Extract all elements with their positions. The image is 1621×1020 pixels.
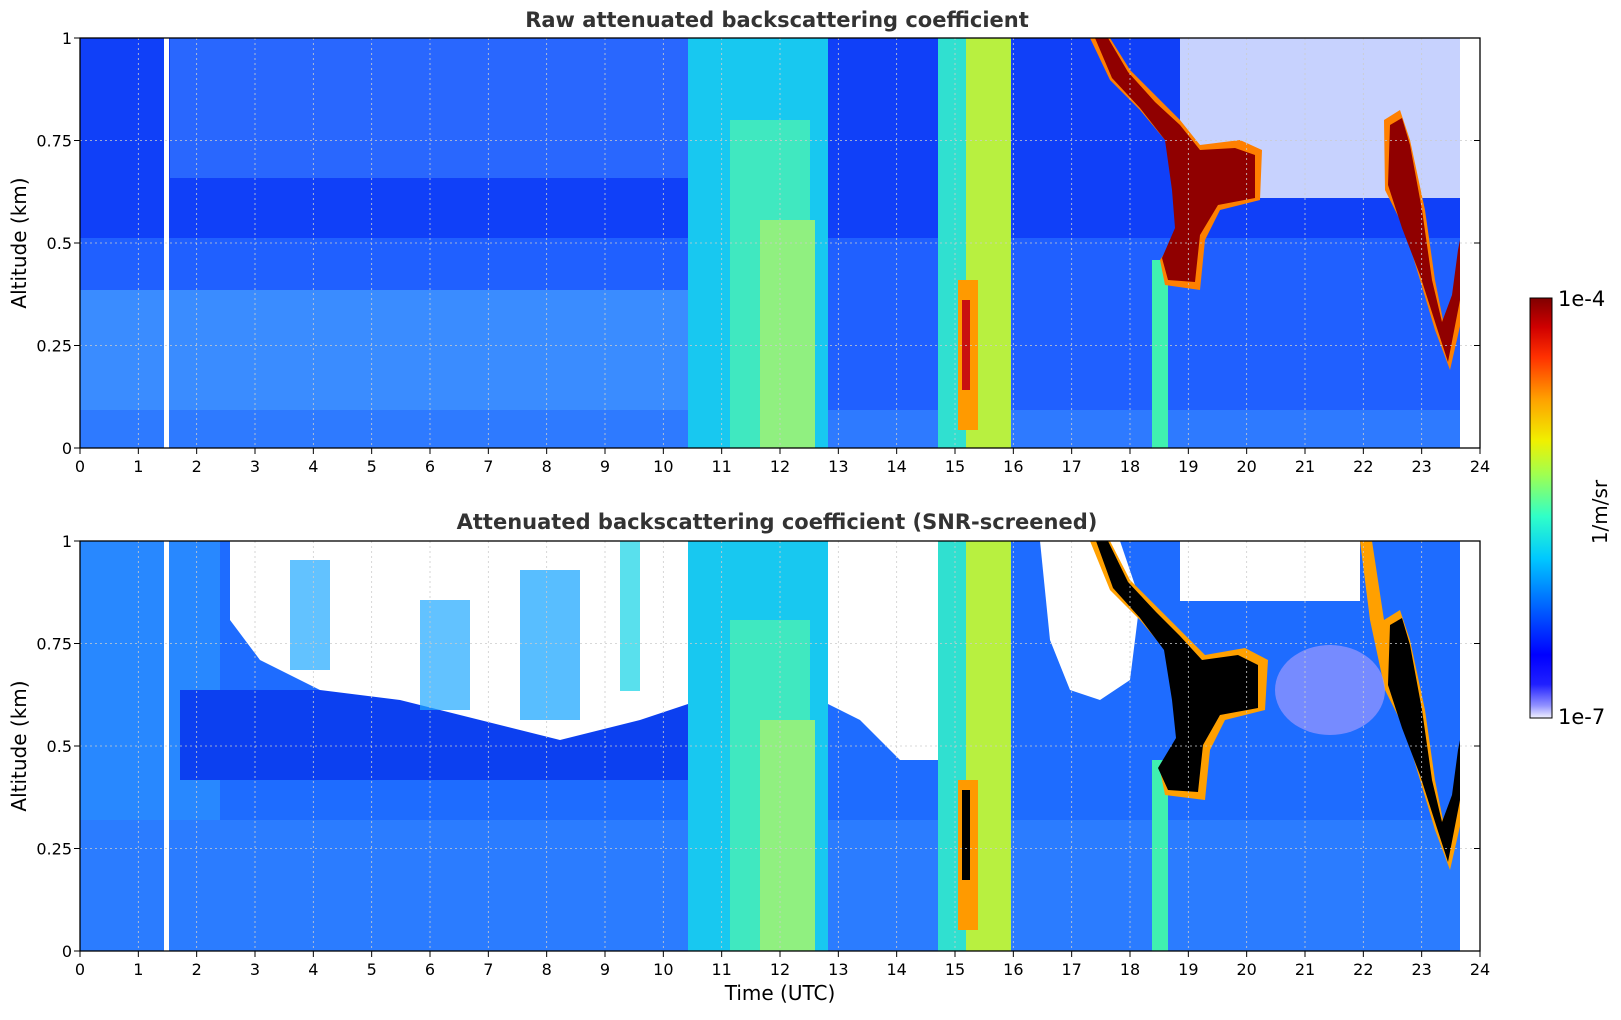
heatmap-screened-region: [1180, 541, 1360, 601]
x-tick-label: 19: [1178, 960, 1198, 979]
x-tick-label: 2: [192, 457, 202, 476]
x-tick-label: 16: [1003, 457, 1023, 476]
x-tick-label: 20: [1236, 960, 1256, 979]
heatmap-aerosol-band: [760, 220, 815, 448]
x-tick-label: 16: [1003, 960, 1023, 979]
x-tick-label: 6: [425, 457, 435, 476]
colorbar: 1e-4 1e-7 1/m/sr: [1529, 287, 1612, 729]
heatmap-precip-column: [1152, 760, 1168, 951]
heatmap-aerosol-speckle: [620, 541, 640, 691]
x-axis: 0 1 2 3 4 5 6 7 8 9 10 11 12 13 14 15 16 17 18 19 20 21 22 23 24: [75, 448, 1490, 476]
y-tick-label: 0: [62, 439, 72, 458]
y-tick-label: 0: [62, 942, 72, 961]
x-tick-label: 23: [1411, 457, 1431, 476]
x-tick-label: 0: [75, 960, 85, 979]
heatmap-aerosol-speckle: [290, 560, 330, 670]
heatmap-precip-column: [962, 300, 970, 390]
x-tick-label: 22: [1353, 457, 1373, 476]
x-tick-label: 4: [308, 457, 318, 476]
x-tick-label: 12: [770, 457, 790, 476]
y-tick-label: 1: [62, 532, 72, 551]
colorbar-unit-label: 1/m/sr: [1588, 479, 1612, 544]
x-tick-label: 2: [192, 960, 202, 979]
colorbar-gradient: [1529, 297, 1553, 719]
x-tick-label: 4: [308, 960, 318, 979]
y-axis-label: Altitude (km): [7, 680, 31, 811]
y-tick-label: 0.5: [47, 737, 72, 756]
heatmap-cloud-layer: [1388, 118, 1464, 362]
y-axis: 0 0.25 0.5 0.75 1: [36, 532, 1480, 961]
grid: [80, 541, 1480, 951]
x-tick-label: 18: [1120, 960, 1140, 979]
x-tick-label: 8: [542, 960, 552, 979]
x-tick-label: 1: [133, 457, 143, 476]
x-tick-label: 1: [133, 960, 143, 979]
heatmap-precip-column: [962, 790, 970, 880]
x-tick-label: 9: [600, 457, 610, 476]
y-axis-label: Altitude (km): [7, 177, 31, 308]
x-tick-label: 6: [425, 960, 435, 979]
x-tick-label: 17: [1061, 457, 1081, 476]
x-tick-label: 22: [1353, 960, 1373, 979]
y-tick-label: 1: [62, 29, 72, 48]
heatmap-aerosol-speckle: [420, 600, 470, 710]
x-tick-label: 19: [1178, 457, 1198, 476]
x-tick-label: 13: [828, 960, 848, 979]
x-axis-label: Time (UTC): [724, 981, 836, 1005]
heatmap-aerosol-band: [760, 720, 815, 951]
x-tick-label: 3: [250, 960, 260, 979]
x-tick-label: 23: [1411, 960, 1431, 979]
x-tick-label: 12: [770, 960, 790, 979]
grid: [80, 38, 1480, 448]
x-tick-label: 5: [367, 457, 377, 476]
x-tick-label: 24: [1470, 457, 1490, 476]
x-tick-label: 0: [75, 457, 85, 476]
y-tick-label: 0.5: [47, 234, 72, 253]
x-tick-label: 14: [886, 960, 906, 979]
x-tick-label: 7: [483, 457, 493, 476]
colorbar-min-label: 1e-7: [1558, 705, 1605, 729]
x-tick-label: 21: [1295, 960, 1315, 979]
heatmap-cloud-layer: [1095, 38, 1255, 282]
x-tick-label: 13: [828, 457, 848, 476]
x-tick-label: 11: [711, 960, 731, 979]
x-tick-label: 8: [542, 457, 552, 476]
x-tick-label: 15: [945, 960, 965, 979]
x-tick-label: 10: [653, 960, 673, 979]
heatmap-precip-column: [1152, 260, 1168, 448]
panel-raw: Raw attenuated backscattering coefficien…: [7, 8, 1490, 476]
x-tick-label: 14: [886, 457, 906, 476]
heatmap-low-signal-patch: [1275, 645, 1385, 735]
x-tick-label: 11: [711, 457, 731, 476]
y-tick-label: 0.75: [36, 132, 72, 151]
panel-title: Attenuated backscattering coefficient (S…: [457, 510, 1098, 534]
y-tick-label: 0.25: [36, 337, 72, 356]
heatmap-cloud-layer: [1096, 541, 1258, 792]
colorbar-max-label: 1e-4: [1558, 287, 1605, 311]
x-tick-label: 10: [653, 457, 673, 476]
x-tick-label: 21: [1295, 457, 1315, 476]
x-tick-label: 18: [1120, 457, 1140, 476]
x-tick-label: 15: [945, 457, 965, 476]
x-tick-label: 20: [1236, 457, 1256, 476]
heatmap-cloud-layer: [1388, 618, 1464, 862]
y-axis: 0 0.25 0.5 0.75 1: [36, 29, 1480, 458]
x-tick-label: 5: [367, 960, 377, 979]
y-tick-label: 0.25: [36, 840, 72, 859]
x-tick-label: 7: [483, 960, 493, 979]
x-tick-label: 3: [250, 457, 260, 476]
y-tick-label: 0.75: [36, 635, 72, 654]
x-tick-label: 24: [1470, 960, 1490, 979]
panel-screened: Attenuated backscattering coefficient (S…: [7, 510, 1490, 1005]
x-axis: 0 1 2 3 4 5 6 7 8 9 10 11 12 13 14 15 16 17 18 19 20 21 22 23 24: [75, 951, 1490, 979]
panel-title: Raw attenuated backscattering coefficien…: [525, 8, 1029, 32]
x-tick-label: 17: [1061, 960, 1081, 979]
heatmap-aerosol-speckle: [520, 570, 580, 720]
x-tick-label: 9: [600, 960, 610, 979]
